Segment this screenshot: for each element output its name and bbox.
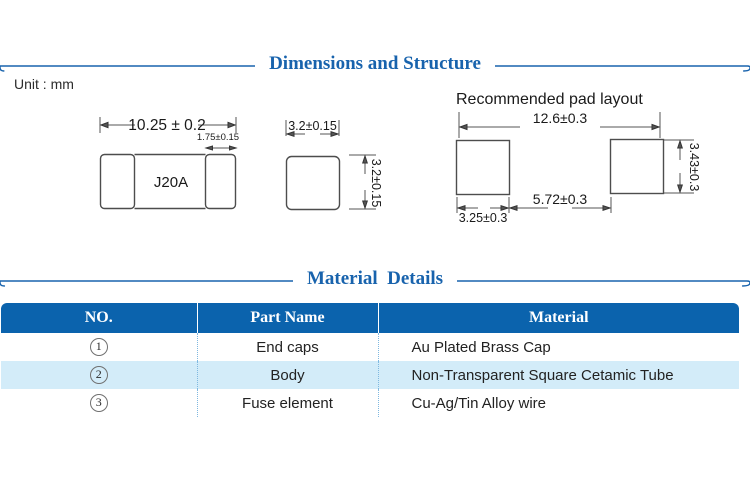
svg-text:Recommended pad layout: Recommended pad layout (456, 91, 643, 108)
svg-text:J20A: J20A (154, 174, 188, 191)
svg-text:10.25 ± 0.2: 10.25 ± 0.2 (128, 117, 205, 134)
svg-text:3.25±0.3: 3.25±0.3 (459, 211, 508, 225)
svg-text:1.75±0.15: 1.75±0.15 (197, 132, 239, 143)
svg-text:3.2±0.15: 3.2±0.15 (369, 159, 383, 208)
svg-text:3.43±0.3: 3.43±0.3 (687, 143, 701, 192)
svg-text:12.6±0.3: 12.6±0.3 (533, 110, 588, 126)
svg-text:5.72±0.3: 5.72±0.3 (533, 191, 588, 207)
svg-text:3.2±0.15: 3.2±0.15 (288, 119, 337, 133)
